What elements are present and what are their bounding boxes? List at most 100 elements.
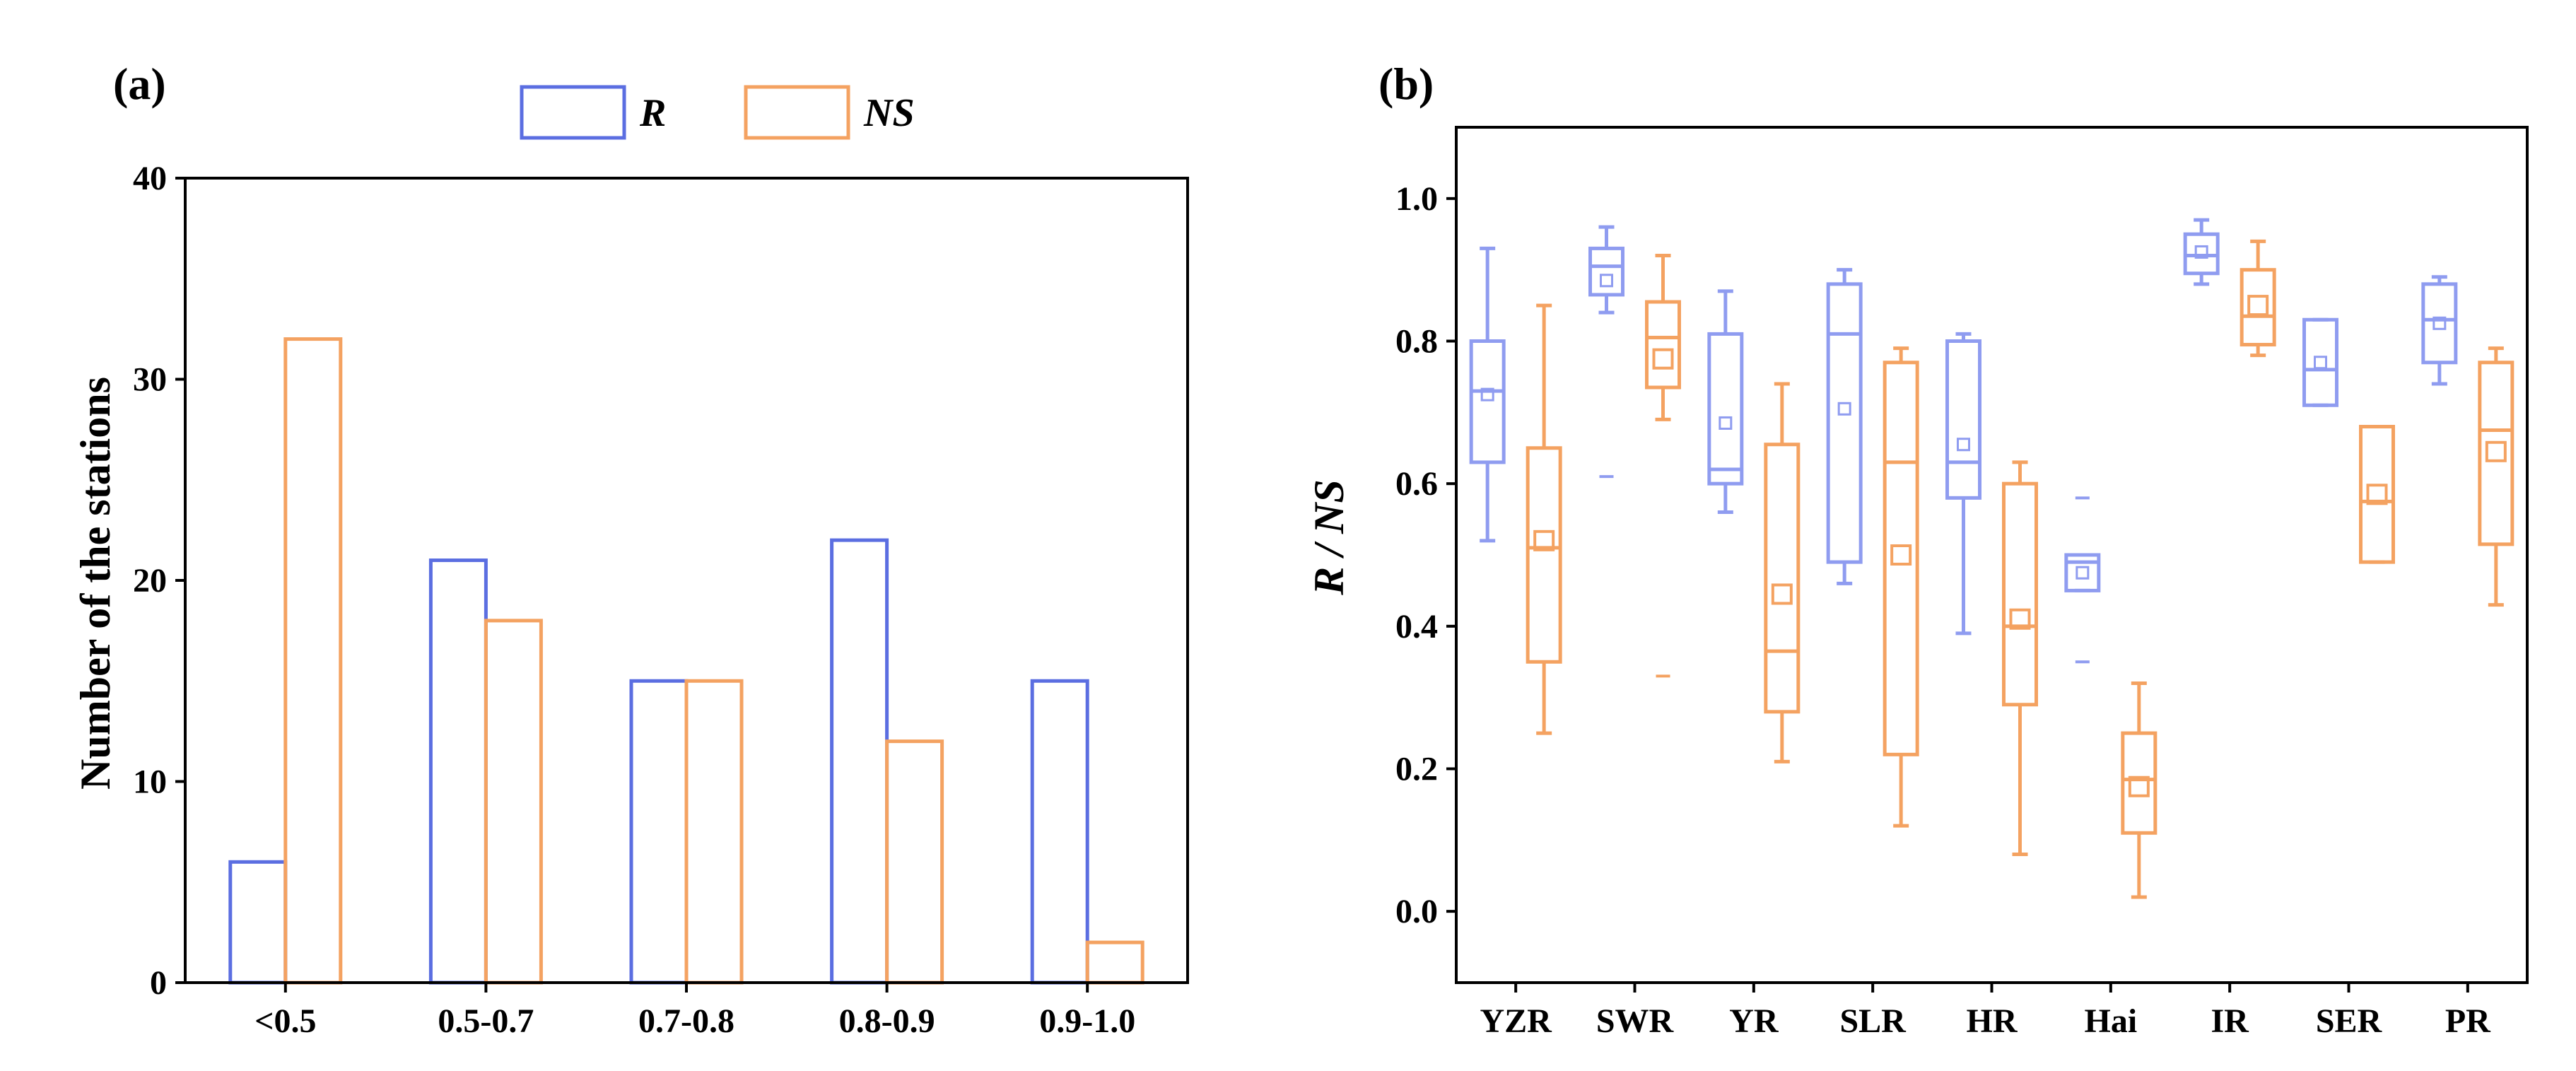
mean-marker bbox=[2366, 484, 2388, 505]
x-tick-label: SLR bbox=[1839, 1002, 1907, 1040]
y-axis-title: Number of the stations bbox=[72, 377, 119, 790]
y-axis-title: R / NS bbox=[1306, 479, 1352, 595]
bar-marks bbox=[228, 337, 1144, 985]
mean-marker bbox=[1890, 544, 1912, 566]
panel-b-box-plot: (b) R / NS YZR SWR YR SLR HR Hai IR SER PR 0.0 0.2… bbox=[1306, 59, 2529, 1040]
y-tick-label: 1.0 bbox=[1395, 180, 1438, 218]
mean-marker bbox=[1771, 583, 1793, 605]
mean-marker bbox=[2076, 566, 2090, 580]
box-ns-swr bbox=[1645, 254, 1681, 678]
box-iqr bbox=[1645, 300, 1681, 390]
mean-marker bbox=[2247, 295, 2269, 317]
box-ns-yr bbox=[1764, 382, 1801, 763]
box-r-pr bbox=[2421, 275, 2458, 386]
box-r-ir bbox=[2183, 218, 2220, 286]
bar-ns-4 bbox=[1085, 940, 1144, 985]
box-r-slr bbox=[1826, 268, 1863, 585]
box-iqr bbox=[2478, 361, 2514, 546]
box-r-yzr bbox=[1469, 246, 1506, 543]
x-tick-label: 0.5-0.7 bbox=[438, 1002, 534, 1040]
box-iqr bbox=[2064, 553, 2101, 592]
x-tick-label: HR bbox=[1967, 1002, 2018, 1040]
x-tick-label: Hai bbox=[2084, 1002, 2137, 1040]
box-iqr bbox=[2240, 268, 2276, 347]
x-tick-label: YR bbox=[1729, 1002, 1779, 1040]
y-tick-label: 10 bbox=[133, 763, 167, 801]
box-iqr bbox=[2183, 232, 2220, 276]
panel-b-label: (b) bbox=[1378, 59, 1434, 109]
bar-r-0 bbox=[228, 860, 288, 985]
box-ns-pr bbox=[2478, 346, 2514, 607]
x-tick-label: SWR bbox=[1596, 1002, 1675, 1040]
bar-ns-3 bbox=[885, 739, 944, 985]
box-marks bbox=[1469, 218, 2514, 899]
axes: <0.5 0.5-0.7 0.7-0.8 0.8-0.9 0.9-1.0 0 10 20 30 4… bbox=[133, 160, 1189, 1040]
y-tick-label: 0 bbox=[150, 964, 167, 1002]
mean-marker bbox=[2128, 776, 2150, 797]
mean-marker bbox=[1957, 438, 1970, 452]
x-tick-label: PR bbox=[2445, 1002, 2491, 1040]
bar-ns-2 bbox=[684, 679, 744, 985]
y-tick-label: 0.2 bbox=[1395, 751, 1438, 788]
legend: R NS bbox=[520, 85, 915, 140]
y-tick-label: 30 bbox=[133, 361, 167, 399]
mean-marker bbox=[2485, 440, 2507, 462]
x-tick-label: IR bbox=[2211, 1002, 2249, 1040]
y-tick-label: 20 bbox=[133, 562, 167, 599]
y-tick-label: 0.0 bbox=[1395, 893, 1438, 930]
box-iqr bbox=[2302, 317, 2338, 407]
y-tick-label: 40 bbox=[133, 160, 167, 197]
legend-swatch-ns bbox=[744, 85, 850, 140]
box-iqr bbox=[1883, 361, 1919, 756]
box-r-hr bbox=[1945, 332, 1981, 636]
mean-marker bbox=[1837, 402, 1851, 416]
mean-marker bbox=[2009, 608, 2031, 630]
box-r-yr bbox=[1707, 289, 1744, 514]
mean-marker bbox=[1480, 387, 1494, 402]
bar-ns-1 bbox=[484, 619, 543, 985]
mean-marker bbox=[1652, 348, 1674, 370]
box-iqr bbox=[1469, 339, 1506, 464]
box-iqr bbox=[1588, 246, 1624, 297]
x-tick-label: 0.9-1.0 bbox=[1039, 1002, 1135, 1040]
box-r-swr bbox=[1588, 225, 1624, 479]
mean-marker bbox=[1533, 529, 1555, 551]
legend-swatch-r bbox=[520, 85, 626, 140]
box-iqr bbox=[2121, 731, 2158, 835]
legend-label-ns: NS bbox=[863, 91, 915, 135]
box-iqr bbox=[2002, 481, 2038, 707]
box-ns-hr bbox=[2002, 460, 2038, 856]
x-tick-label: YZR bbox=[1480, 1002, 1552, 1040]
box-iqr bbox=[1707, 332, 1744, 486]
y-tick-label: 0.8 bbox=[1395, 323, 1438, 361]
x-tick-label: 0.7-0.8 bbox=[638, 1002, 734, 1040]
box-r-hai bbox=[2064, 496, 2101, 664]
bar-ns-0 bbox=[283, 337, 343, 985]
mean-marker bbox=[1719, 416, 1733, 430]
legend-label-r: R bbox=[639, 91, 666, 135]
panel-a-label: (a) bbox=[113, 59, 166, 109]
box-r-ser bbox=[2302, 317, 2338, 407]
panel-a-bar-chart: (a) R NS Number of the stations <0.5 0.5-… bbox=[72, 59, 1189, 1040]
box-iqr bbox=[2359, 425, 2395, 564]
bar-r-4 bbox=[1030, 679, 1089, 985]
bar-r-1 bbox=[428, 558, 488, 985]
box-iqr bbox=[1764, 443, 1801, 714]
y-tick-label: 0.6 bbox=[1395, 465, 1438, 503]
box-iqr bbox=[1526, 446, 1562, 664]
plot-frame bbox=[1455, 126, 2529, 984]
x-tick-label: SER bbox=[2316, 1002, 2383, 1040]
mean-marker bbox=[1600, 274, 1613, 288]
box-iqr bbox=[1945, 339, 1981, 500]
mean-marker bbox=[2194, 245, 2208, 259]
x-tick-label: <0.5 bbox=[254, 1002, 316, 1040]
bar-r-2 bbox=[629, 679, 689, 985]
bar-r-3 bbox=[830, 538, 889, 985]
mean-marker bbox=[2314, 356, 2327, 370]
box-ns-slr bbox=[1883, 346, 1919, 828]
box-iqr bbox=[1826, 282, 1863, 564]
axes: YZR SWR YR SLR HR Hai IR SER PR 0.0 0.2 0.4 0.6 0.8 1.… bbox=[1395, 126, 2529, 1040]
mean-marker bbox=[2432, 316, 2447, 330]
plot-frame bbox=[184, 177, 1189, 984]
